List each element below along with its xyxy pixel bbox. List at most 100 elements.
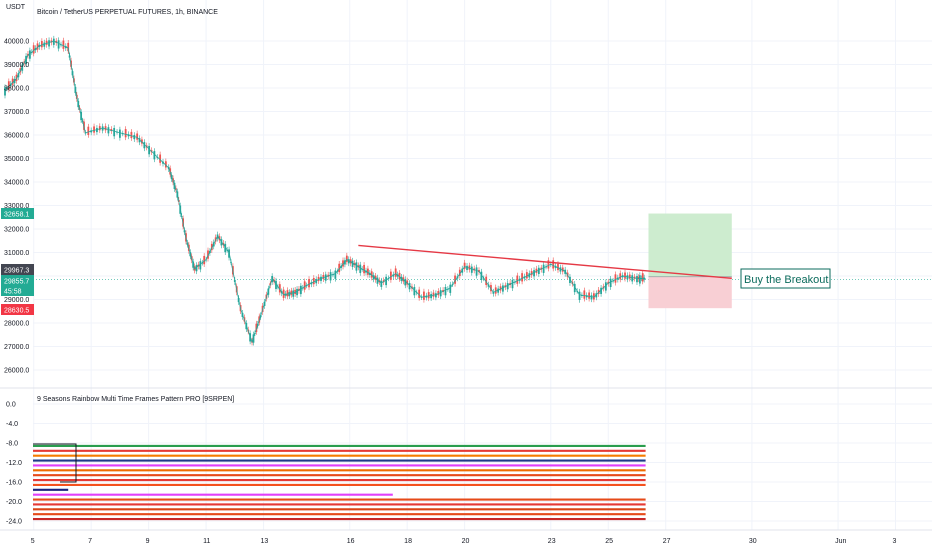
candle-body xyxy=(430,294,433,299)
candle-body xyxy=(329,272,332,281)
candle-body xyxy=(454,275,456,284)
candle-body xyxy=(324,274,327,281)
candle-body xyxy=(542,264,545,273)
candle-body xyxy=(535,268,538,273)
price-tag-bg xyxy=(1,285,34,296)
candle-body xyxy=(43,42,46,47)
currency-label: USDT xyxy=(6,4,26,11)
symbol-title[interactable]: Bitcoin / TetherUS PERPETUAL FUTURES, 1h… xyxy=(37,9,218,16)
candle-body xyxy=(220,239,223,246)
candle-body xyxy=(355,262,358,271)
candle-body xyxy=(511,279,514,289)
indicator-tick-label: -20.0 xyxy=(6,499,22,506)
candle-body xyxy=(530,271,533,276)
candle-body xyxy=(98,126,101,131)
candle-body xyxy=(303,281,306,290)
candle-body xyxy=(631,275,634,282)
time-tick-label: 27 xyxy=(663,538,671,545)
long-position-loss-zone[interactable] xyxy=(648,276,732,309)
candle-body xyxy=(624,272,626,279)
indicator-tick-label: -12.0 xyxy=(6,460,22,467)
candle-body xyxy=(628,274,631,279)
candle-body xyxy=(626,275,629,280)
candle-body xyxy=(52,38,55,45)
candle-body xyxy=(408,283,411,290)
candle-body xyxy=(380,280,383,287)
candle-body xyxy=(133,135,136,140)
candle-body xyxy=(600,287,602,294)
time-tick-label: 18 xyxy=(404,538,412,545)
candle-body xyxy=(525,272,528,279)
indicator-pane[interactable]: 9 Seasons Rainbow Multi Time Frames Patt… xyxy=(33,396,932,522)
annotation-box[interactable]: Buy the Breakout xyxy=(740,268,831,289)
price-tick-label: 29000.0 xyxy=(4,297,29,304)
price-tag: 32658.1 xyxy=(1,208,34,219)
candle-body xyxy=(559,267,562,272)
candle-body xyxy=(521,273,523,282)
candle-body xyxy=(573,283,576,293)
candle-body xyxy=(439,290,442,297)
price-tick-label: 33000.0 xyxy=(4,203,29,210)
price-axis[interactable]: 40000.0 39000.0 38000.0 37000.0 36000.0 35000… xyxy=(4,39,29,375)
candle-body xyxy=(207,250,209,259)
candle-body xyxy=(389,271,392,280)
candle-body xyxy=(93,126,95,133)
candle-body xyxy=(604,282,607,291)
indicator-axis[interactable]: 0.0 -4.0 -8.0 -12.0 -16.0 -20.0 -24.0 xyxy=(6,402,22,526)
candle-body xyxy=(636,276,638,283)
candle-body xyxy=(463,262,466,269)
drawn-trendline[interactable] xyxy=(358,244,732,280)
indicator-title[interactable]: 9 Seasons Rainbow Multi Time Frames Patt… xyxy=(37,396,234,403)
time-tick-label: 25 xyxy=(605,538,613,545)
candle-body xyxy=(561,267,564,272)
price-tag-bg xyxy=(1,264,34,275)
candle-body xyxy=(420,297,423,298)
candle-body xyxy=(413,286,416,296)
candle-body xyxy=(376,277,379,284)
candle-body xyxy=(119,129,121,138)
price-tag: 28630.5 xyxy=(1,304,34,315)
candle-body xyxy=(449,284,452,293)
time-tick-label: 30 xyxy=(749,538,757,545)
candle-body xyxy=(590,295,593,300)
price-tick-label: 40000.0 xyxy=(4,39,29,46)
main-grid xyxy=(33,0,932,530)
candle-body xyxy=(292,290,295,297)
indicator-tick-label: -16.0 xyxy=(6,480,22,487)
candle-body xyxy=(497,288,500,293)
time-axis[interactable]: 5 7 9 11 13 16 18 20 23 25 27 30 Jun 3 xyxy=(31,538,897,545)
annotation-text: Buy the Breakout xyxy=(744,274,828,286)
candle-body xyxy=(96,127,98,133)
main-pane[interactable]: Buy the Breakout xyxy=(4,0,932,530)
candle-body xyxy=(418,289,421,298)
candle-body xyxy=(609,278,612,288)
price-tag-label: 29855.7 xyxy=(4,279,29,286)
candle-body xyxy=(374,275,377,280)
candle-body xyxy=(32,45,35,54)
candle-body xyxy=(136,133,139,140)
candle-body xyxy=(45,40,48,45)
candle-body xyxy=(7,81,10,90)
long-position-profit-zone[interactable] xyxy=(648,213,732,277)
price-tick-label: 32000.0 xyxy=(4,227,29,234)
candle-body xyxy=(87,126,90,135)
candle-body xyxy=(470,266,473,273)
candle-body xyxy=(345,255,348,262)
candle-body xyxy=(406,280,409,285)
time-tick-label: 13 xyxy=(261,538,269,545)
time-tick-label: 11 xyxy=(203,538,210,545)
price-tick-label: 36000.0 xyxy=(4,133,29,140)
candle-body xyxy=(317,276,320,282)
price-tick-label: 34000.0 xyxy=(4,180,29,187)
price-tag-label: 45:58 xyxy=(4,289,22,296)
candle-body xyxy=(437,291,440,296)
candle-body xyxy=(25,55,27,65)
candle-body xyxy=(40,41,43,48)
price-tick-label: 37000.0 xyxy=(4,109,29,116)
candle-body xyxy=(290,290,293,295)
candle-body xyxy=(224,243,227,253)
time-tick-label: 20 xyxy=(462,538,470,545)
candle-body xyxy=(36,43,39,50)
candle-body xyxy=(48,40,50,47)
